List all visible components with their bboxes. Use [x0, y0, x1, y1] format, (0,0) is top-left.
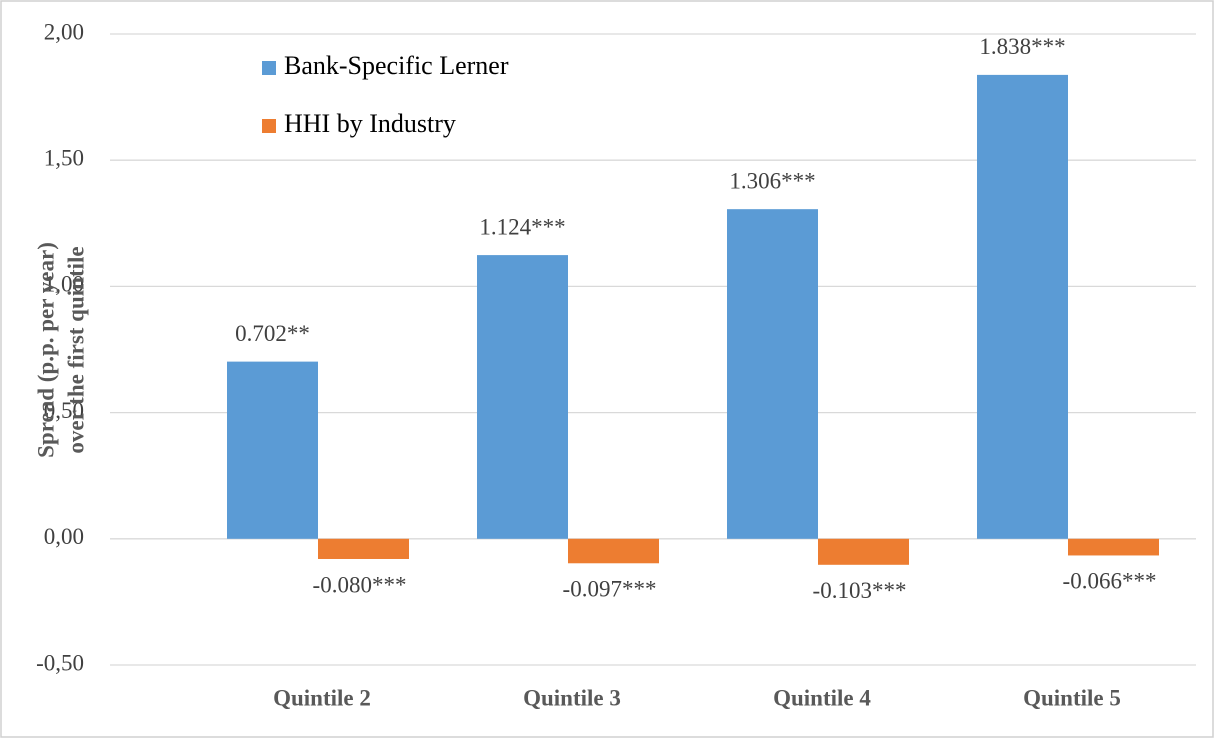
bar: [727, 209, 818, 539]
y-tick-label: 2,00: [44, 19, 84, 44]
x-tick-label: Quintile 3: [523, 685, 621, 710]
bar: [977, 74, 1068, 539]
x-tick-label: Quintile 2: [273, 685, 371, 710]
y-tick-label: 1,50: [44, 145, 84, 170]
data-label: 1.306***: [729, 168, 815, 193]
y-tick-label: -0,50: [36, 650, 84, 675]
legend-swatch: [262, 61, 276, 75]
y-axis-title: over the first quintile: [63, 246, 88, 453]
x-tick-label: Quintile 5: [1023, 685, 1121, 710]
y-tick-label: 0,50: [44, 398, 84, 423]
bar: [818, 538, 909, 565]
data-label: -0.097***: [563, 577, 657, 602]
y-tick-label: 0,00: [44, 524, 84, 549]
data-label: 1.124***: [479, 214, 565, 239]
legend-label: HHI by Industry: [284, 109, 456, 138]
legend-label: Bank-Specific Lerner: [284, 51, 509, 80]
bar: [568, 538, 659, 564]
data-label: 1.838***: [979, 34, 1065, 59]
data-label: -0.103***: [813, 578, 907, 603]
bar: [477, 255, 568, 539]
y-axis-title: Spread (p.p. per year): [33, 242, 58, 458]
bar: [227, 361, 318, 539]
x-tick-label: Quintile 4: [773, 685, 871, 710]
legend-swatch: [262, 119, 276, 133]
data-label: -0.066***: [1063, 569, 1157, 594]
bar: [318, 538, 409, 559]
bar: [1068, 538, 1159, 556]
data-label: -0.080***: [313, 572, 407, 597]
data-label: 0.702**: [235, 321, 310, 346]
y-tick-label: 1,00: [44, 272, 84, 297]
